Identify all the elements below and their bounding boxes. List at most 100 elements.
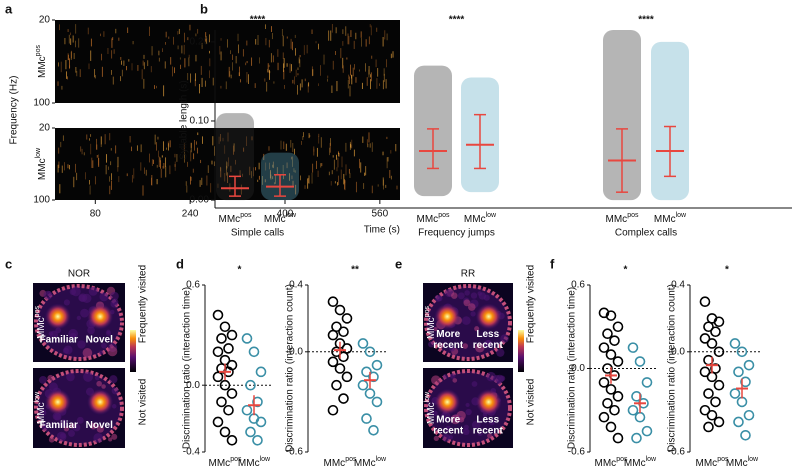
heatmap-texture — [500, 334, 509, 343]
heatmap-texture — [470, 311, 476, 317]
data-point — [338, 393, 349, 404]
data-point — [627, 342, 639, 353]
label-sup: pos — [240, 212, 252, 219]
label-sup: low — [260, 456, 271, 463]
data-point — [598, 377, 610, 388]
row-label: MMcpos — [34, 306, 46, 339]
data-point — [699, 296, 711, 308]
data-point — [216, 396, 227, 408]
object-label: Novel — [86, 335, 113, 346]
label-sup: pos — [616, 456, 628, 463]
heatmap-texture — [111, 387, 119, 395]
heatmap-texture — [465, 408, 472, 416]
data-point — [710, 326, 721, 338]
heatmap-texture — [88, 286, 98, 296]
series-label: MMclow — [464, 212, 497, 224]
data-point — [736, 346, 748, 358]
object-label: Familiar — [40, 420, 78, 431]
data-point — [743, 409, 755, 421]
significance: **** — [449, 15, 465, 26]
heatmap-texture — [464, 290, 470, 296]
label-base: MMc — [354, 458, 376, 469]
heatmap-texture — [96, 425, 104, 433]
heatmap-texture — [90, 422, 97, 430]
heatmap-texture — [495, 374, 504, 384]
panel-letter: e — [395, 256, 402, 271]
heatmap-texture — [442, 434, 451, 442]
label-base: MMc — [37, 158, 48, 180]
data-point — [219, 321, 231, 333]
heatmap-texture — [474, 326, 480, 332]
point-cloud — [216, 113, 254, 201]
heatmap-texture — [99, 350, 104, 356]
object-label: More — [436, 329, 460, 340]
data-point — [226, 435, 238, 446]
row-label: MMclow — [35, 147, 47, 180]
data-point — [341, 371, 353, 383]
label-sup: low — [34, 391, 41, 402]
heatmap-texture — [39, 375, 48, 384]
heatmap-texture — [470, 292, 478, 299]
series-label: MMcpos — [696, 456, 729, 468]
heatmap-texture — [47, 374, 54, 382]
heatmap-texture — [450, 414, 461, 425]
series-label: MMclow — [264, 212, 297, 224]
heatmap-texture — [485, 339, 492, 346]
y-tick-label: 100 — [33, 195, 50, 206]
object-label: More — [436, 415, 460, 426]
heatmap-texture — [444, 288, 454, 298]
heatmap-texture — [452, 378, 458, 383]
label-base: MMc — [238, 458, 260, 469]
data-point — [609, 335, 620, 346]
data-point — [255, 416, 267, 428]
object-label: recent — [473, 340, 504, 351]
group-label: Frequency jumps — [418, 228, 495, 239]
data-point — [364, 346, 376, 358]
x-axis-label: Time (s) — [364, 225, 400, 236]
data-point — [331, 346, 342, 358]
colorbar-low-label: Not visited — [526, 379, 537, 426]
y-tick-label: 0.20 — [190, 37, 210, 48]
label-sup: low — [748, 456, 759, 463]
colorbar — [518, 330, 524, 372]
significance: * — [624, 265, 628, 276]
data-point — [710, 396, 721, 408]
label-base: MMc — [324, 458, 346, 469]
data-point — [327, 329, 339, 341]
heatmap-texture — [486, 371, 496, 382]
label-sup: low — [486, 212, 497, 219]
data-point — [602, 363, 613, 374]
label-base: MMc — [464, 214, 486, 225]
label-sup: pos — [345, 456, 357, 463]
heatmap-texture — [49, 330, 59, 339]
heatmap-texture — [94, 375, 100, 381]
heatmap-texture — [471, 381, 478, 387]
data-point — [223, 404, 234, 416]
significance: **** — [638, 15, 654, 26]
data-point — [631, 391, 642, 402]
data-point — [245, 379, 256, 391]
series-label: MMcpos — [417, 212, 450, 224]
data-point — [706, 409, 718, 421]
x-tick-label: 240 — [182, 209, 199, 220]
label-base: MMc — [417, 214, 439, 225]
data-point — [212, 371, 224, 383]
heatmap-texture — [93, 433, 104, 443]
label-base: MMc — [606, 214, 628, 225]
label-base: MMc — [219, 214, 241, 225]
data-point — [743, 359, 755, 371]
heatmap-texture — [101, 384, 106, 389]
heatmap-texture — [462, 316, 471, 325]
heatmap-texture — [56, 431, 67, 442]
hotspot — [434, 303, 461, 330]
y-tick-label: -0.4 — [183, 447, 201, 458]
label-base: MMc — [37, 56, 48, 78]
y-tick-label: -0.6 — [668, 447, 686, 458]
heatmap-texture — [48, 436, 55, 443]
series-label: MMclow — [726, 456, 759, 468]
heatmap-texture — [496, 348, 505, 357]
series-label: MMcpos — [606, 212, 639, 224]
y-tick-label: -0.6 — [568, 447, 586, 458]
series-label: MMclow — [624, 456, 657, 468]
